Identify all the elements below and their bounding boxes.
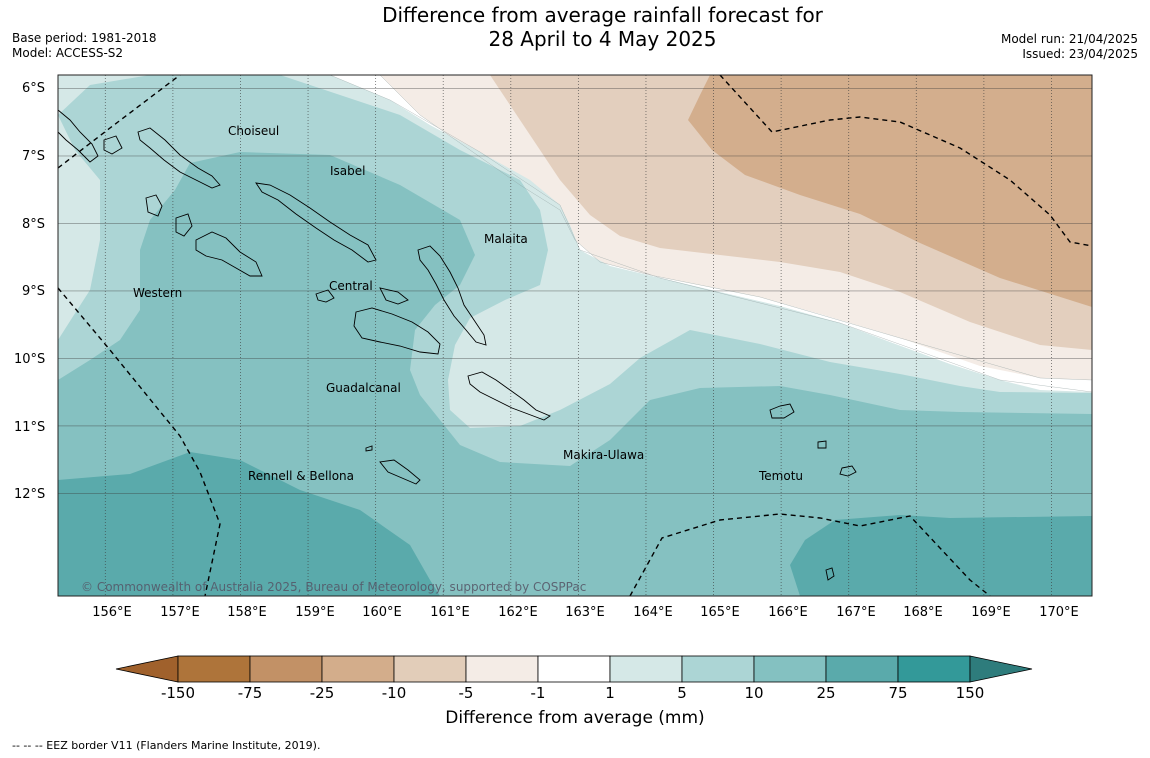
lon-label: 160°E	[362, 605, 402, 620]
region-isabel: Isabel	[330, 164, 366, 178]
colorbar-label: 1	[605, 684, 615, 702]
rainfall-field	[58, 75, 1092, 596]
santa-cruz-island	[769, 403, 795, 419]
lon-label: 162°E	[498, 605, 538, 620]
malaita-island	[417, 245, 487, 346]
meta-right: Model run: 21/04/2025 Issued: 23/04/2025	[1001, 32, 1138, 62]
guadalcanal-island	[353, 307, 441, 355]
coastlines	[57, 109, 857, 581]
utupua-island	[817, 440, 827, 449]
colorbar-segment	[681, 655, 755, 683]
band-wet-10	[58, 152, 1092, 596]
lat-label: 9°S	[22, 284, 46, 299]
rennell-island	[379, 459, 421, 485]
model-name: Model: ACCESS-S2	[12, 46, 124, 60]
lon-label: 170°E	[1039, 605, 1079, 620]
colorbar-label: -5	[458, 684, 474, 702]
lon-label: 169°E	[971, 605, 1011, 620]
lat-label: 8°S	[22, 217, 46, 232]
makira-island	[467, 371, 551, 421]
lon-label: 159°E	[295, 605, 335, 620]
colorbar-over-arrow	[969, 655, 1033, 683]
lon-label: 156°E	[92, 605, 132, 620]
region-central: Central	[329, 279, 373, 293]
colorbar-label: 10	[744, 684, 764, 702]
lat-label: 10°S	[14, 352, 46, 367]
issued-date: Issued: 23/04/2025	[1022, 47, 1138, 61]
colorbar-under-arrow	[115, 655, 179, 683]
bougainville-coast	[57, 109, 99, 163]
copyright-notice: © Commonwealth of Australia 2025, Bureau…	[81, 580, 587, 594]
model-run: Model run: 21/04/2025	[1000, 32, 1138, 46]
lon-label: 157°E	[160, 605, 200, 620]
colorbar-label: 25	[816, 684, 836, 702]
graticule	[58, 75, 1092, 596]
colorbar	[115, 655, 1033, 683]
florida-islands	[315, 287, 409, 305]
colorbar-segment	[609, 655, 683, 683]
title-line-1: Difference from average rainfall forecas…	[382, 3, 823, 27]
region-rennell-bellona: Rennell & Bellona	[248, 469, 355, 483]
colorbar-label: 150	[955, 684, 985, 702]
region-temotu: Temotu	[759, 469, 804, 483]
meta-left: Base period: 1981-2018 Model: ACCESS-S2	[12, 31, 157, 61]
region-makira-ulawa: Makira-Ulawa	[563, 448, 645, 462]
colorbar-segment	[897, 655, 971, 683]
anuta-island	[825, 567, 835, 581]
colorbar-label: -150	[160, 684, 196, 702]
lon-label: 164°E	[633, 605, 673, 620]
colorbar-segment	[321, 655, 395, 683]
colorbar-segment	[537, 655, 611, 683]
band-wet-25	[58, 452, 440, 596]
colorbar-segment	[177, 655, 251, 683]
lon-label: 158°E	[227, 605, 267, 620]
colorbar-segment	[393, 655, 467, 683]
eez-footnote: -- -- -- EEZ border V11 (Flanders Marine…	[12, 739, 321, 752]
lat-label: 11°S	[14, 420, 46, 435]
shortland-islands	[103, 135, 123, 155]
lon-label: 163°E	[565, 605, 605, 620]
vella-lavella-island	[145, 194, 163, 217]
colorbar-label: -25	[309, 684, 335, 702]
title-line-2: 28 April to 4 May 2025	[488, 27, 717, 51]
region-choiseul: Choiseul	[228, 124, 280, 138]
lon-label: 167°E	[836, 605, 876, 620]
region-guadalcanal: Guadalcanal	[326, 381, 401, 395]
lat-label: 6°S	[22, 81, 46, 96]
colorbar-label: 5	[677, 684, 687, 702]
lon-label: 168°E	[903, 605, 943, 620]
eez-border	[57, 74, 1093, 597]
lat-label: 12°S	[14, 487, 46, 502]
colorbar-segment	[825, 655, 899, 683]
lon-label: 161°E	[430, 605, 470, 620]
vanikoro-island	[839, 465, 857, 477]
region-western: Western	[133, 286, 183, 300]
colorbar-label: -10	[381, 684, 407, 702]
colorbar-label: -1	[530, 684, 546, 702]
bellona-island	[365, 445, 373, 452]
band-wet-25-east	[790, 515, 1092, 596]
colorbar-label: 75	[888, 684, 908, 702]
isabel-island	[255, 182, 377, 263]
choiseul-island	[137, 127, 221, 189]
colorbar-segment	[753, 655, 827, 683]
map-frame	[57, 74, 1093, 597]
colorbar-label: -75	[237, 684, 263, 702]
contour-lines	[329, 75, 1092, 393]
band-dry-10	[688, 75, 1092, 307]
new-georgia-island	[175, 213, 263, 277]
lon-label: 165°E	[700, 605, 740, 620]
base-period: Base period: 1981-2018	[12, 31, 157, 45]
colorbar-segment	[249, 655, 323, 683]
map-title: Difference from average rainfall forecas…	[300, 3, 905, 51]
colorbar-title: Difference from average (mm)	[445, 708, 705, 728]
colorbar-segment	[465, 655, 539, 683]
lon-label: 166°E	[768, 605, 808, 620]
region-malaita: Malaita	[484, 232, 528, 246]
lat-label: 7°S	[22, 149, 46, 164]
